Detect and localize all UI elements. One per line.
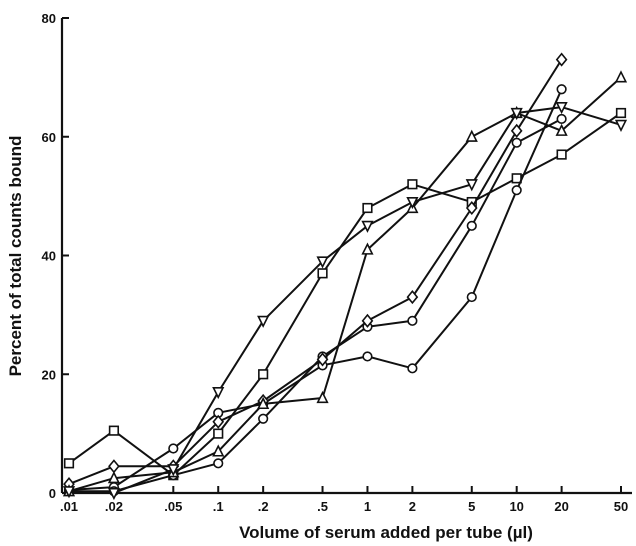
triangle-up-marker [257, 396, 270, 410]
x-tick-label: 10 [509, 499, 523, 514]
square-marker [63, 458, 75, 469]
series-line [68, 106, 622, 494]
y-tick-label: 0 [49, 486, 56, 501]
x-tick-label: .01 [60, 499, 78, 514]
x-tick-label: 2 [409, 499, 416, 514]
triangle-up-marker [614, 70, 628, 83]
x-tick-label: 1 [364, 499, 371, 514]
square-marker [556, 149, 567, 160]
series-line [68, 59, 563, 486]
triangle-down-marker [555, 101, 568, 115]
triangle-down-marker [167, 464, 180, 477]
circle-marker [511, 185, 522, 196]
triangle-down-marker [62, 486, 76, 499]
triangle-down-marker [361, 220, 374, 233]
circle-marker [213, 458, 224, 469]
triangle-down-marker [257, 315, 270, 328]
x-tick-label: 50 [614, 499, 628, 514]
x-tick-label: 5 [468, 499, 475, 514]
circle-marker [168, 443, 179, 454]
triangle-down-marker [406, 196, 419, 210]
circle-marker [258, 413, 269, 424]
diamond-marker [361, 313, 374, 328]
diamond-marker [108, 459, 120, 474]
triangle-down-marker [614, 119, 628, 132]
circle-marker [466, 291, 477, 303]
triangle-down-marker [465, 179, 478, 192]
x-tick-label: 20 [554, 499, 568, 514]
y-tick-label: 60 [42, 130, 56, 145]
y-tick-label: 20 [42, 367, 56, 382]
series-circle [63, 84, 567, 496]
square-marker [615, 107, 627, 119]
series-group [62, 52, 628, 501]
x-tick-label: .1 [213, 499, 224, 514]
circle-marker [556, 113, 567, 125]
x-tick-label: .2 [258, 499, 269, 514]
diamond-marker [510, 123, 523, 138]
y-axis-title: Percent of total counts bound [6, 136, 25, 377]
triangle-down-marker [510, 107, 523, 121]
series-circle [63, 113, 567, 497]
square-marker [213, 428, 224, 439]
triangle-down-marker [107, 487, 121, 501]
series-diamond [63, 52, 568, 492]
square-marker [108, 425, 120, 436]
diamond-marker [555, 52, 568, 67]
x-tick-label: .5 [317, 499, 328, 514]
x-axis-title: Volume of serum added per tube (µl) [239, 523, 533, 542]
diamond-marker [406, 290, 419, 305]
triangle-up-marker [107, 471, 121, 484]
square-marker [362, 202, 373, 214]
series-line [68, 112, 622, 477]
circle-marker [556, 84, 567, 95]
square-marker [407, 179, 418, 190]
series-triangle-down [62, 101, 628, 501]
series-square [63, 107, 627, 481]
triangle-down-marker [316, 256, 329, 269]
circle-marker [407, 363, 418, 374]
y-tick-label: 80 [42, 11, 56, 26]
circle-marker [511, 137, 522, 148]
circle-marker [407, 315, 418, 326]
triangle-up-marker [212, 444, 225, 457]
circle-marker [466, 220, 477, 231]
ticks: 0 20 40 60 80 .01 .02 .05 .1 .2 .5 1 2 5 10 20 50 [42, 11, 629, 514]
triangle-up-marker [361, 242, 374, 255]
square-marker [317, 268, 328, 279]
triangle-up-marker [555, 123, 568, 136]
circle-marker [362, 351, 373, 362]
diamond-marker [316, 352, 329, 367]
diamond-marker [465, 200, 478, 216]
y-tick-label: 40 [42, 249, 56, 264]
series-line [68, 88, 563, 491]
axes [60, 18, 632, 495]
triangle-up-marker [465, 129, 478, 142]
x-tick-label: .05 [164, 499, 182, 514]
triangle-up-marker [316, 390, 329, 404]
x-tick-label: .02 [105, 499, 123, 514]
series-line [69, 118, 563, 493]
diamond-marker [212, 414, 225, 429]
triangle-down-marker [212, 386, 225, 400]
square-marker [258, 369, 269, 380]
